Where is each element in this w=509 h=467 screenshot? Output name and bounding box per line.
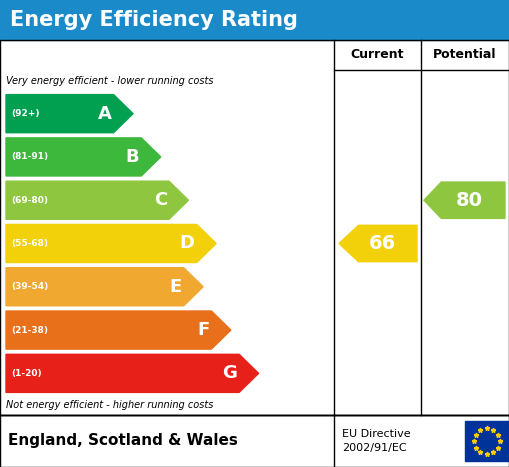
Text: G: G bbox=[222, 364, 237, 382]
Text: (81-91): (81-91) bbox=[11, 152, 48, 162]
Text: 66: 66 bbox=[369, 234, 397, 253]
Polygon shape bbox=[424, 182, 505, 219]
Text: B: B bbox=[126, 148, 139, 166]
Text: (69-80): (69-80) bbox=[11, 196, 48, 205]
Text: Not energy efficient - higher running costs: Not energy efficient - higher running co… bbox=[6, 400, 213, 410]
Text: F: F bbox=[197, 321, 209, 339]
Text: (1-20): (1-20) bbox=[11, 369, 42, 378]
Text: (39-54): (39-54) bbox=[11, 282, 48, 291]
Text: (92+): (92+) bbox=[11, 109, 40, 118]
Text: C: C bbox=[154, 191, 167, 209]
Bar bbox=[465, 421, 509, 461]
Polygon shape bbox=[6, 95, 133, 133]
Text: E: E bbox=[169, 278, 182, 296]
Text: Energy Efficiency Rating: Energy Efficiency Rating bbox=[10, 10, 298, 30]
Text: 80: 80 bbox=[456, 191, 483, 210]
Bar bbox=[0, 40, 509, 415]
Text: Potential: Potential bbox=[433, 49, 497, 62]
Text: EU Directive: EU Directive bbox=[342, 429, 411, 439]
Text: Very energy efficient - lower running costs: Very energy efficient - lower running co… bbox=[6, 76, 213, 86]
Polygon shape bbox=[6, 181, 188, 219]
Polygon shape bbox=[6, 225, 216, 262]
Polygon shape bbox=[6, 268, 203, 306]
Text: Current: Current bbox=[351, 49, 404, 62]
Text: D: D bbox=[180, 234, 195, 253]
Polygon shape bbox=[6, 138, 161, 176]
Polygon shape bbox=[6, 354, 259, 392]
Text: England, Scotland & Wales: England, Scotland & Wales bbox=[8, 433, 238, 448]
Text: 2002/91/EC: 2002/91/EC bbox=[342, 443, 407, 453]
Text: (21-38): (21-38) bbox=[11, 325, 48, 334]
Polygon shape bbox=[6, 311, 231, 349]
Text: (55-68): (55-68) bbox=[11, 239, 48, 248]
Bar bbox=[0, 415, 509, 467]
Text: A: A bbox=[98, 105, 111, 123]
Bar bbox=[0, 0, 509, 40]
Polygon shape bbox=[339, 225, 417, 262]
